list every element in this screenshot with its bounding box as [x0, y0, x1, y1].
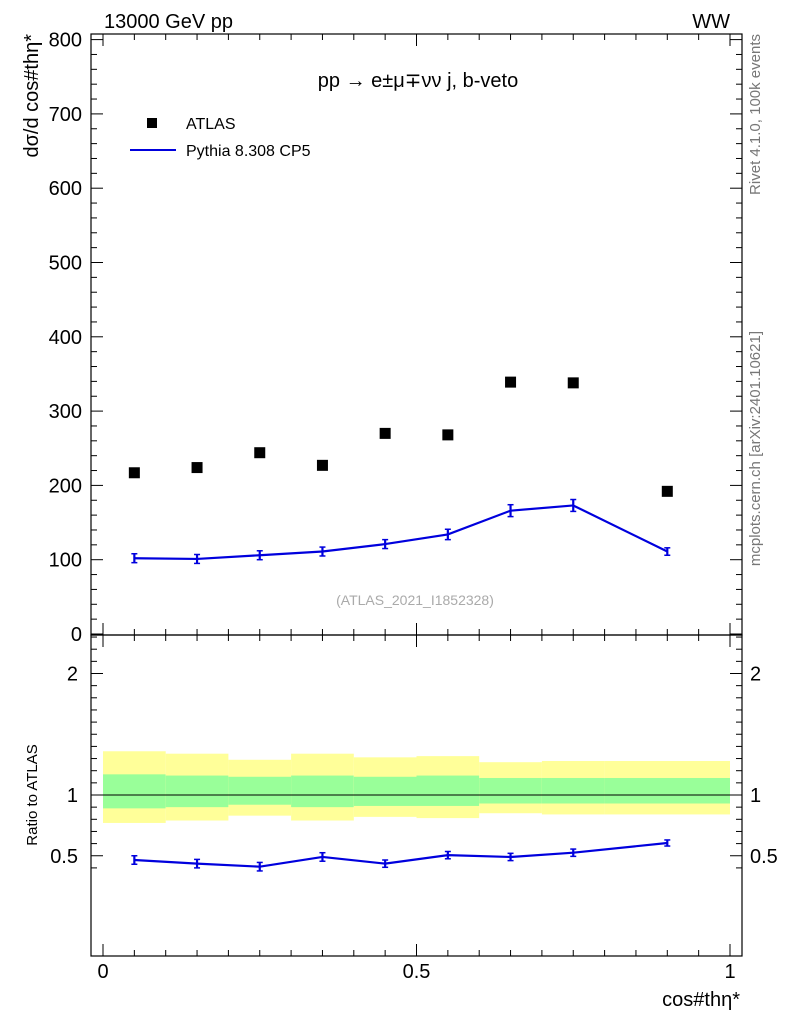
data-point [442, 429, 454, 441]
data-point [661, 485, 673, 497]
data-point [316, 459, 328, 471]
ratio-frame [90, 634, 743, 957]
ratio-mc-line [134, 841, 668, 868]
ratio-ylabel: Ratio to ATLAS [24, 744, 41, 845]
main-ytick-label: 600 [49, 178, 82, 200]
main-ytick-label: 500 [49, 253, 82, 275]
main-ylabel: dσ/d cos#thη* [21, 34, 43, 158]
ratio-ytick-label-left: 1 [67, 785, 78, 807]
band-inner [228, 776, 292, 805]
data-point [567, 377, 579, 389]
main-ytick-label: 200 [49, 475, 82, 497]
data-point [128, 467, 140, 479]
band-inner [291, 775, 354, 808]
legend-label-atlas: ATLAS [186, 116, 236, 133]
ratio-ytick-label-left: 0.5 [50, 846, 78, 868]
band-inner [353, 776, 417, 806]
data-point [379, 427, 391, 439]
mc-series [131, 498, 671, 565]
ratio-ytick-label-right: 1 [750, 785, 761, 807]
legend-label-mc: Pythia 8.308 CP5 [186, 143, 311, 160]
data-point [505, 376, 517, 388]
header-left: 13000 GeV pp [104, 11, 233, 33]
mc-line [134, 504, 668, 561]
ratio-xtick-label: 0 [97, 961, 108, 983]
band-inner [165, 775, 229, 808]
ratio-ytick-label-right: 0.5 [750, 846, 778, 868]
ratio-panel: 0.5 0.5 1 1 2 2 0 0.5 1 Ratio to ATLAS cos#thη* [24, 634, 778, 1011]
data-point [254, 447, 266, 459]
main-ytick-label: 800 [49, 30, 82, 52]
band-inner [416, 775, 480, 806]
main-ticks [91, 34, 742, 635]
ratio-ticks [91, 635, 742, 956]
data-series [128, 376, 673, 497]
band-inner [103, 774, 166, 809]
main-ytick-label: 0 [71, 624, 82, 646]
legend-marker-atlas [147, 118, 157, 128]
ratio-xtick-label: 0.5 [403, 961, 431, 983]
ratio-ytick-label-left: 2 [67, 664, 78, 686]
ratio-xlabel: cos#thη* [662, 989, 740, 1011]
ratio-tick-labels: 0.5 0.5 1 1 2 2 0 0.5 1 [50, 664, 778, 984]
ratio-xtick-label: 1 [724, 961, 735, 983]
main-tick-labels: 0 100 200 300 400 500 600 700 800 [49, 30, 82, 646]
band-inner [541, 777, 605, 804]
ratio-bands [103, 751, 730, 823]
band-inner [479, 777, 542, 804]
rivet-label: Rivet 4.1.0, 100k events [747, 34, 764, 195]
main-ytick-label: 100 [49, 550, 82, 572]
ratio-ytick-label-right: 2 [750, 664, 761, 686]
main-ytick-label: 700 [49, 104, 82, 126]
analysis-tag: (ATLAS_2021_I1852328) [336, 592, 494, 608]
legend: ATLAS Pythia 8.308 CP5 [130, 116, 311, 160]
main-ytick-label: 400 [49, 327, 82, 349]
data-point [191, 462, 203, 474]
main-panel: 0 100 200 300 400 500 600 700 800 pp → e±μ∓νν j,… [21, 30, 743, 646]
main-title: pp → e±μ∓νν j, b-veto [318, 70, 518, 92]
header-right: WW [692, 11, 730, 33]
mcplots-label: mcplots.cern.ch [arXiv:2401.10621] [747, 331, 764, 566]
main-ytick-label: 300 [49, 401, 82, 423]
ratio-mc-series [131, 839, 671, 872]
band-inner [604, 777, 730, 804]
